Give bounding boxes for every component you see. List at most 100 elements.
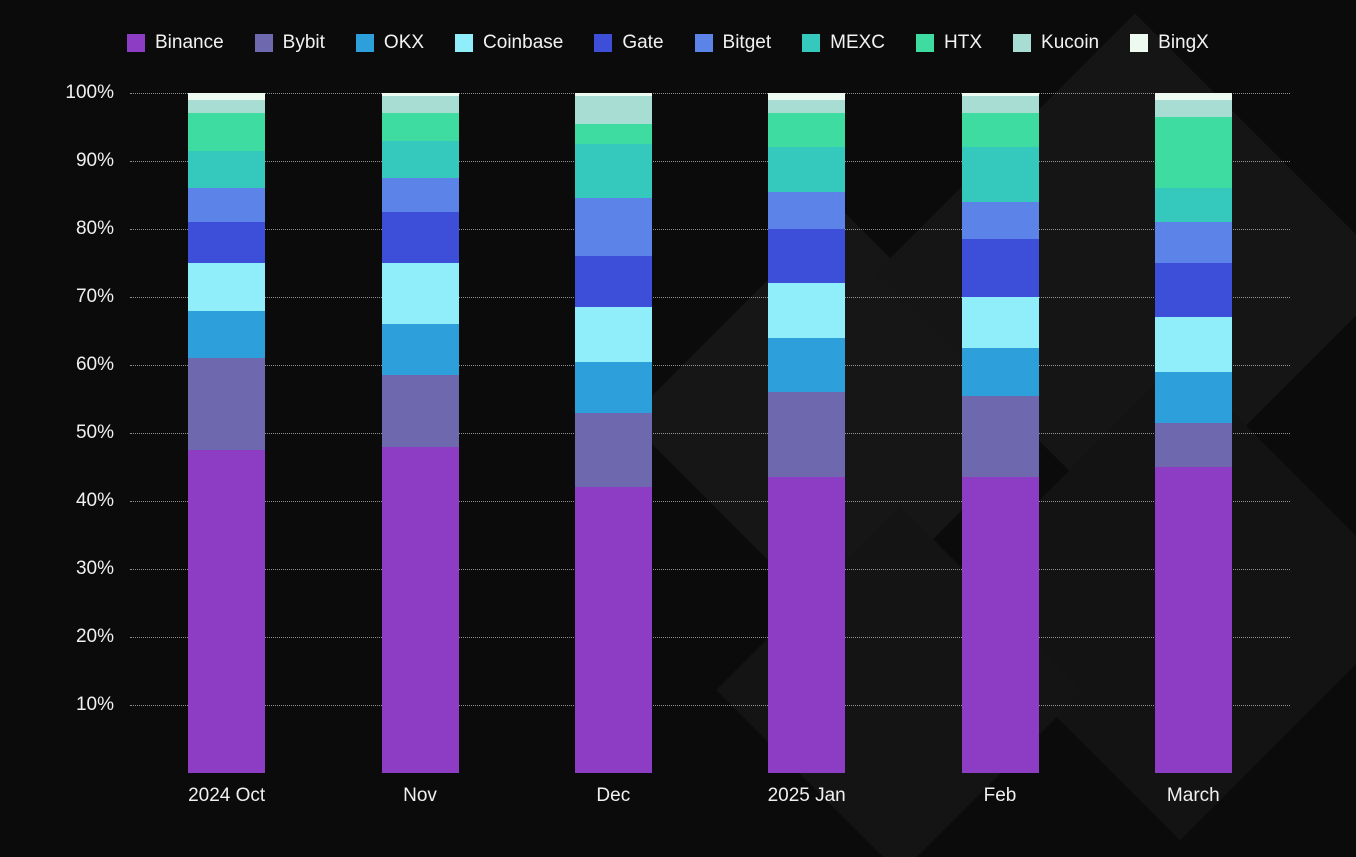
gridline-60 [130, 365, 1290, 366]
legend-swatch-coinbase [455, 34, 474, 52]
bar-segment-gate-march[interactable] [1154, 262, 1232, 318]
bar-segment-coinbase-nov[interactable] [381, 262, 459, 325]
bar-segment-htx-2024-oct[interactable] [188, 113, 266, 151]
bar-segment-mexc-dec[interactable] [574, 143, 652, 199]
y-axis-tick-label: 30% [75, 558, 114, 579]
bar-segment-kucoin-dec[interactable] [574, 96, 652, 124]
bar-segment-bybit-dec[interactable] [574, 412, 652, 488]
bar-segment-bingx-nov[interactable] [381, 93, 459, 97]
bar-feb[interactable] [961, 93, 1039, 773]
bar-segment-coinbase-march[interactable] [1154, 317, 1232, 372]
y-axis-tick-label: 100% [65, 82, 114, 103]
bar-segment-bybit-march[interactable] [1154, 422, 1232, 467]
legend-label: Gate [622, 32, 664, 53]
bar-segment-okx-march[interactable] [1154, 371, 1232, 423]
bar-segment-bitget-2024-oct[interactable] [188, 188, 266, 223]
y-axis-tick-label: 40% [75, 490, 114, 511]
bar-segment-bitget-feb[interactable] [961, 201, 1039, 240]
x-axis-label-feb: Feb [983, 785, 1017, 806]
bar-segment-kucoin-march[interactable] [1154, 99, 1232, 117]
bar-segment-binance-march[interactable] [1154, 466, 1232, 773]
bar-segment-bingx-2024-oct[interactable] [188, 93, 266, 100]
legend-swatch-binance [127, 34, 145, 52]
bar-segment-bingx-march[interactable] [1154, 93, 1232, 100]
legend-label: Binance [155, 32, 224, 53]
bar-segment-binance-2025-jan[interactable] [768, 477, 846, 773]
bar-nov[interactable] [381, 93, 459, 773]
bar-segment-gate-nov[interactable] [381, 211, 459, 263]
bar-segment-binance-nov[interactable] [381, 446, 459, 773]
x-axis-label-2024-oct: 2024 Oct [188, 785, 266, 806]
bar-segment-bingx-2025-jan[interactable] [768, 93, 846, 100]
bar-segment-coinbase-2024-oct[interactable] [188, 262, 266, 311]
bar-segment-mexc-march[interactable] [1154, 188, 1232, 223]
legend-item-okx[interactable]: OKX [355, 32, 424, 54]
bar-segment-kucoin-2024-oct[interactable] [188, 99, 266, 114]
bar-2024-oct[interactable] [188, 93, 266, 773]
y-axis-tick-label: 70% [75, 286, 114, 307]
bar-segment-htx-march[interactable] [1154, 116, 1232, 189]
legend-item-bingx[interactable]: BingX [1130, 32, 1209, 54]
bar-dec[interactable] [574, 93, 652, 773]
gridline-70 [130, 297, 1290, 298]
legend-item-binance[interactable]: Binance [127, 32, 224, 54]
bar-segment-okx-2025-jan[interactable] [768, 337, 846, 393]
bar-segment-kucoin-nov[interactable] [381, 96, 459, 114]
bar-segment-kucoin-2025-jan[interactable] [768, 99, 846, 114]
bar-segment-bitget-nov[interactable] [381, 177, 459, 212]
legend-item-gate[interactable]: Gate [594, 32, 664, 54]
legend-item-mexc[interactable]: MEXC [802, 32, 885, 54]
y-axis-tick-label: 10% [75, 694, 114, 715]
legend-swatch-bitget [694, 34, 713, 52]
bar-segment-bybit-feb[interactable] [961, 395, 1039, 478]
legend-label: Bitget [722, 32, 772, 53]
bar-segment-bybit-nov[interactable] [381, 375, 459, 447]
gridline-80 [130, 229, 1290, 230]
bar-segment-okx-feb[interactable] [961, 347, 1039, 396]
legend-item-coinbase[interactable]: Coinbase [455, 32, 563, 54]
x-axis-label-march: March [1166, 785, 1220, 806]
bar-segment-htx-2025-jan[interactable] [768, 113, 846, 148]
legend-item-bybit[interactable]: Bybit [254, 32, 325, 54]
bar-segment-mexc-2025-jan[interactable] [768, 147, 846, 192]
legend-swatch-gate [594, 34, 613, 52]
bar-segment-bingx-dec[interactable] [574, 93, 652, 97]
bar-segment-binance-feb[interactable] [961, 477, 1039, 773]
bar-march[interactable] [1154, 93, 1232, 773]
bar-segment-mexc-2024-oct[interactable] [188, 150, 266, 189]
legend-label: BingX [1158, 32, 1209, 53]
bar-segment-okx-nov[interactable] [381, 324, 459, 376]
bar-segment-bingx-feb[interactable] [961, 93, 1039, 97]
gridline-30 [130, 569, 1290, 570]
bar-segment-bybit-2025-jan[interactable] [768, 392, 846, 478]
legend-label: Bybit [282, 32, 325, 53]
bar-segment-bitget-dec[interactable] [574, 198, 652, 257]
legend-item-bitget[interactable]: Bitget [694, 32, 772, 54]
bar-segment-binance-2024-oct[interactable] [188, 449, 266, 773]
bar-segment-mexc-nov[interactable] [381, 140, 459, 178]
x-axis-label-2025-jan: 2025 Jan [767, 785, 846, 806]
legend-item-kucoin[interactable]: Kucoin [1013, 32, 1099, 54]
bar-segment-mexc-feb[interactable] [961, 147, 1039, 202]
bar-segment-htx-nov[interactable] [381, 113, 459, 141]
bar-segment-bybit-2024-oct[interactable] [188, 358, 266, 450]
y-axis-tick-label: 80% [75, 218, 114, 239]
bar-segment-coinbase-2025-jan[interactable] [768, 283, 846, 338]
bar-segment-coinbase-feb[interactable] [961, 296, 1039, 348]
bar-segment-gate-2025-jan[interactable] [768, 228, 846, 284]
bar-segment-gate-2024-oct[interactable] [188, 222, 266, 263]
bar-segment-coinbase-dec[interactable] [574, 307, 652, 362]
bar-segment-bitget-march[interactable] [1154, 222, 1232, 263]
legend-item-htx[interactable]: HTX [916, 32, 982, 54]
bar-segment-gate-feb[interactable] [961, 239, 1039, 297]
bar-segment-okx-2024-oct[interactable] [188, 310, 266, 359]
bar-segment-htx-dec[interactable] [574, 123, 652, 144]
bar-segment-binance-dec[interactable] [574, 487, 652, 773]
bar-segment-gate-dec[interactable] [574, 256, 652, 308]
legend-swatch-mexc [802, 34, 821, 52]
bar-segment-htx-feb[interactable] [961, 113, 1039, 148]
bar-segment-kucoin-feb[interactable] [961, 96, 1039, 114]
bar-segment-bitget-2025-jan[interactable] [768, 191, 846, 229]
bar-2025-jan[interactable] [768, 93, 846, 773]
bar-segment-okx-dec[interactable] [574, 361, 652, 413]
